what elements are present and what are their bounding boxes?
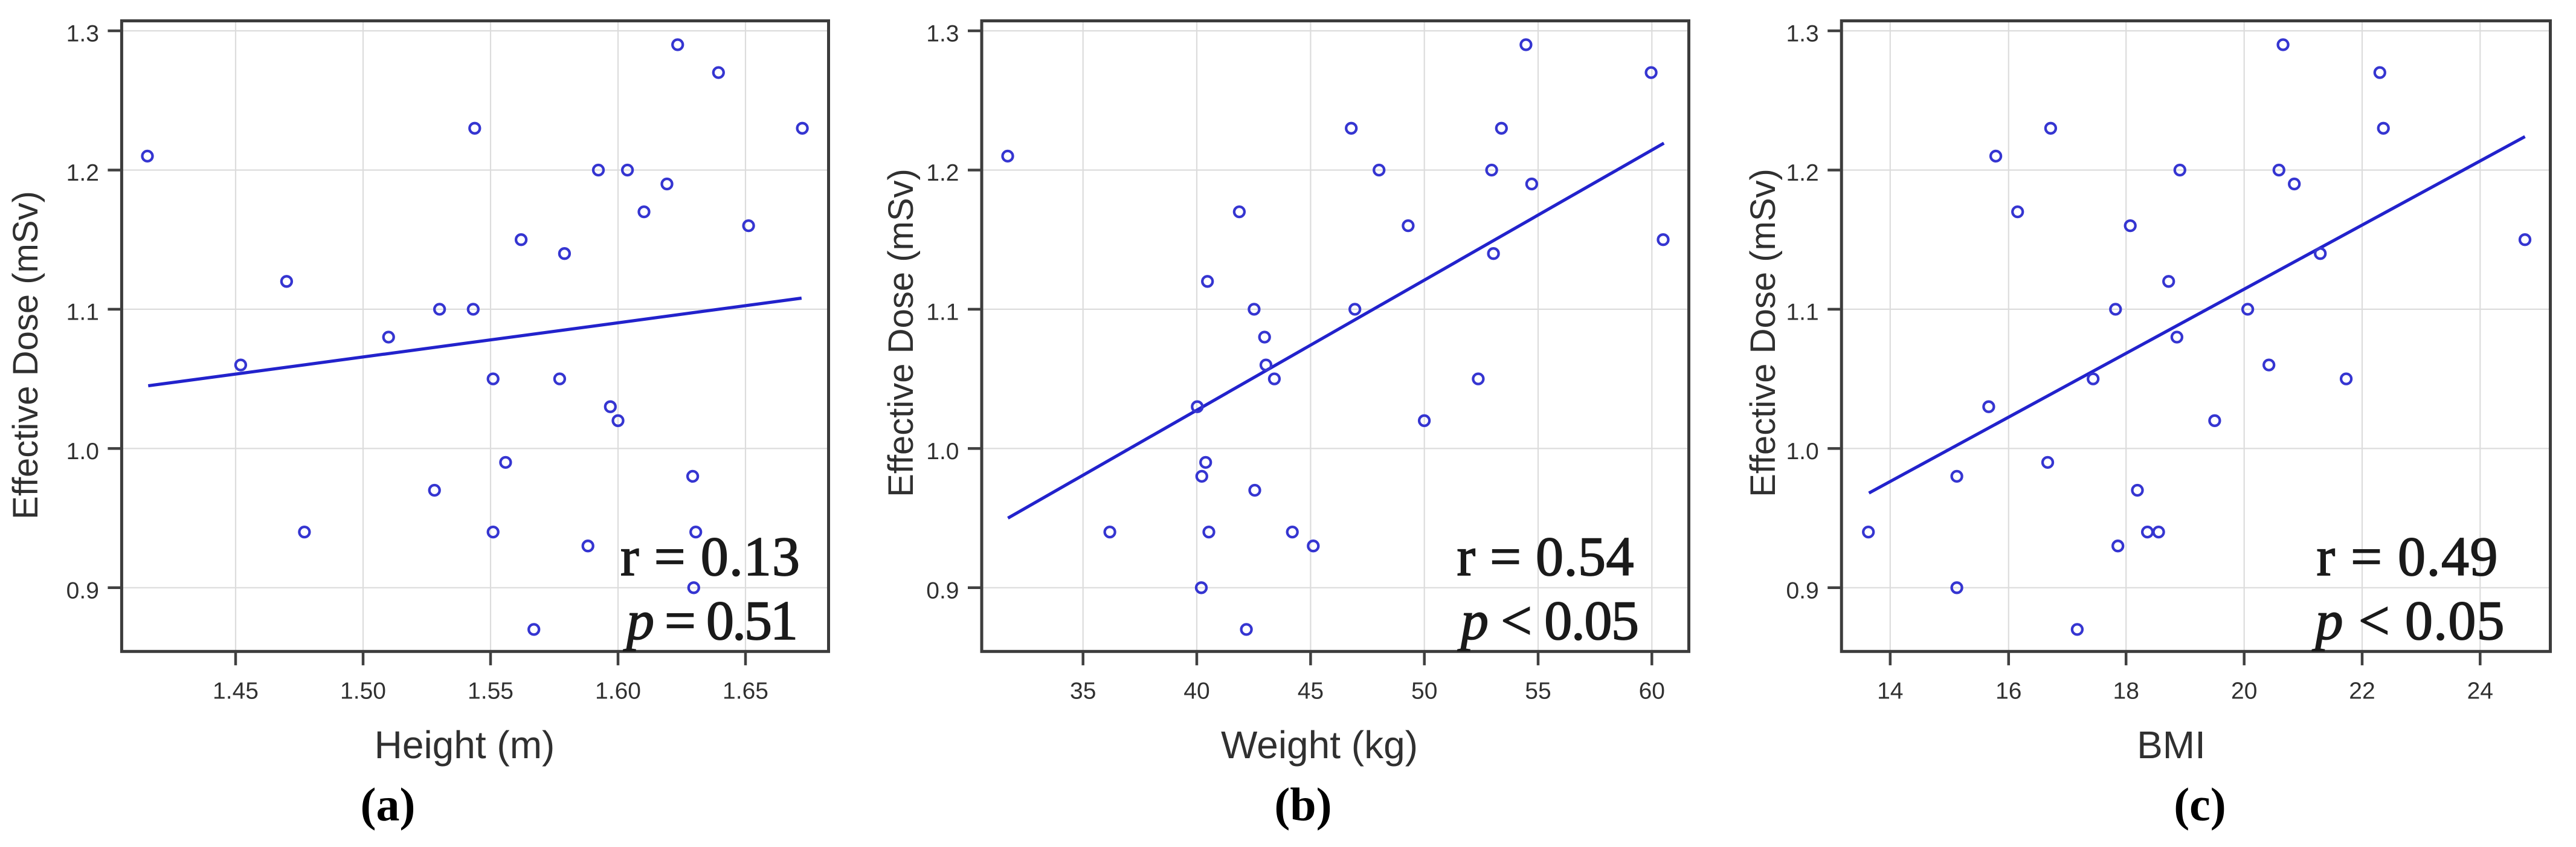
svg-text:45: 45	[1298, 678, 1324, 704]
svg-text:1.2: 1.2	[66, 160, 99, 186]
svg-text:1.65: 1.65	[723, 678, 768, 704]
svg-text:Effective Dose (mSv): Effective Dose (mSv)	[1744, 169, 1783, 497]
svg-text:55: 55	[1525, 678, 1551, 704]
svg-text:50: 50	[1411, 678, 1437, 704]
svg-text:(a): (a)	[361, 778, 416, 831]
svg-text:1.3: 1.3	[926, 21, 959, 47]
svg-text:1.0: 1.0	[66, 439, 99, 465]
svg-text:1.3: 1.3	[1786, 21, 1818, 47]
svg-text:Height (m): Height (m)	[375, 723, 555, 767]
svg-text:40: 40	[1183, 678, 1209, 704]
svg-text:0.9: 0.9	[66, 578, 99, 604]
svg-text:1.1: 1.1	[926, 299, 959, 325]
svg-text:r = 0.54: r = 0.54	[1457, 526, 1634, 587]
svg-text:1.45: 1.45	[213, 678, 259, 704]
svg-text:16: 16	[1995, 678, 2021, 704]
svg-text:(b): (b)	[1274, 778, 1331, 831]
svg-text:p = 0.51: p = 0.51	[623, 590, 798, 651]
svg-text:60: 60	[1639, 678, 1665, 704]
svg-text:1.1: 1.1	[66, 299, 99, 325]
svg-text:1.0: 1.0	[926, 439, 959, 465]
svg-text:35: 35	[1070, 678, 1096, 704]
svg-text:1.0: 1.0	[1786, 439, 1818, 465]
svg-text:r = 0.13: r = 0.13	[620, 526, 800, 587]
svg-text:1.50: 1.50	[340, 678, 386, 704]
svg-text:18: 18	[2113, 678, 2139, 704]
svg-text:p < 0.05: p < 0.05	[2312, 590, 2505, 651]
svg-text:0.9: 0.9	[1786, 578, 1818, 604]
svg-text:0.9: 0.9	[926, 578, 959, 604]
svg-text:20: 20	[2231, 678, 2257, 704]
svg-text:Effective Dose (mSv): Effective Dose (mSv)	[881, 169, 921, 497]
svg-text:(c): (c)	[2174, 778, 2226, 831]
svg-text:1.3: 1.3	[66, 21, 99, 47]
svg-text:22: 22	[2349, 678, 2375, 704]
svg-text:p < 0.05: p < 0.05	[1457, 590, 1639, 651]
svg-text:1.60: 1.60	[595, 678, 641, 704]
svg-text:1.2: 1.2	[1786, 160, 1818, 186]
svg-text:Effective Dose (mSv): Effective Dose (mSv)	[6, 191, 45, 520]
svg-text:14: 14	[1877, 678, 1903, 704]
svg-text:r = 0.49: r = 0.49	[2317, 526, 2498, 587]
svg-text:24: 24	[2467, 678, 2493, 704]
svg-text:Weight (kg): Weight (kg)	[1221, 723, 1418, 767]
svg-text:1.55: 1.55	[468, 678, 514, 704]
svg-text:BMI: BMI	[2137, 723, 2206, 767]
svg-text:1.2: 1.2	[926, 160, 959, 186]
svg-text:1.1: 1.1	[1786, 299, 1818, 325]
